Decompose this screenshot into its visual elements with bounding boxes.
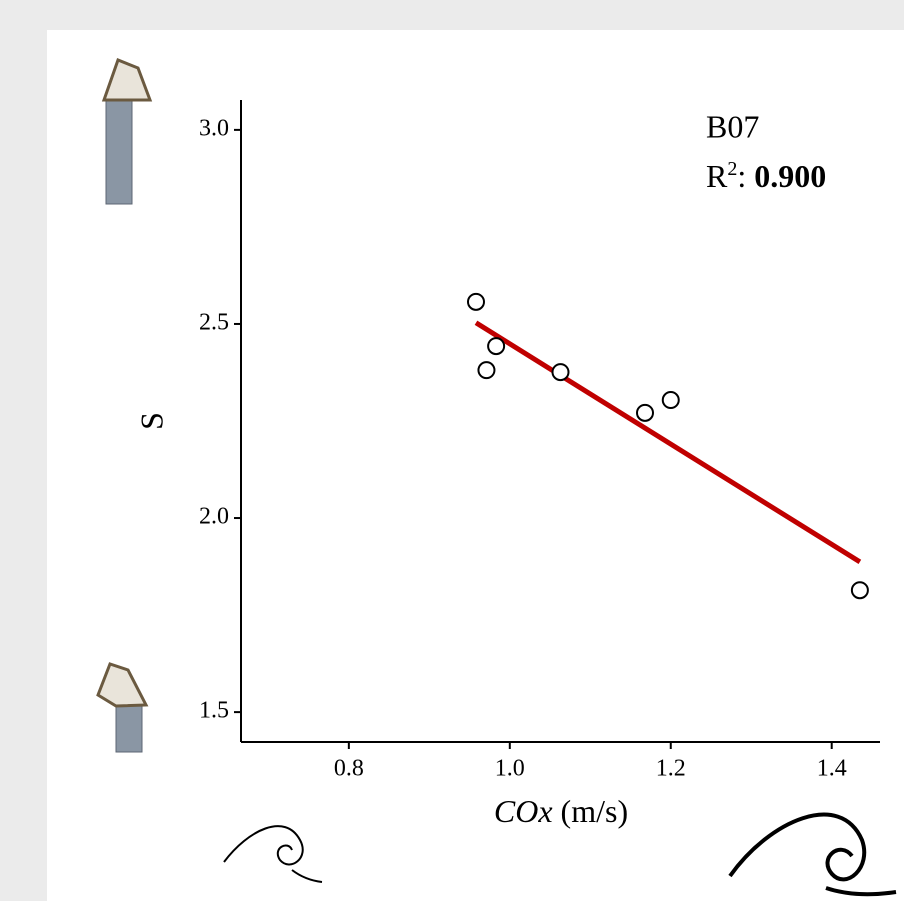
x-tick-label: 1.4 (817, 756, 847, 782)
x-title-italic: COx (494, 793, 553, 829)
data-point (637, 405, 653, 421)
chart: B07 R2:0.900 COx (m/s) S 1.5 2.0 2.5 3.0 0.8… (0, 0, 904, 901)
data-point (553, 364, 569, 380)
y-axis-title: S (133, 412, 169, 430)
x-tick-label: 0.8 (334, 756, 364, 782)
data-point (488, 338, 504, 354)
r2-value: 0.900 (754, 158, 826, 194)
x-title-unit: (m/s) (561, 793, 629, 829)
page: {"chart_data": { "type": "scatter", "ann… (0, 0, 904, 901)
x-tick-label: 1.0 (495, 756, 525, 782)
data-point (663, 392, 679, 408)
annotation-label: B07 (706, 108, 759, 144)
data-point (478, 362, 494, 378)
x-tick-label: 1.2 (656, 756, 686, 782)
y-tick-label: 1.5 (199, 698, 229, 724)
r2-sep: : (737, 158, 746, 194)
y-tick-label: 3.0 (199, 115, 229, 141)
y-tick-label: 2.5 (199, 309, 229, 335)
data-point (468, 294, 484, 310)
r-squared: R2:0.900 (706, 158, 826, 195)
r2-sup: 2 (727, 158, 737, 180)
data-point (852, 582, 868, 598)
y-tick-label: 2.0 (199, 504, 229, 530)
r2-symbol: R (706, 158, 728, 194)
x-axis-title: COx (m/s) (494, 793, 628, 829)
